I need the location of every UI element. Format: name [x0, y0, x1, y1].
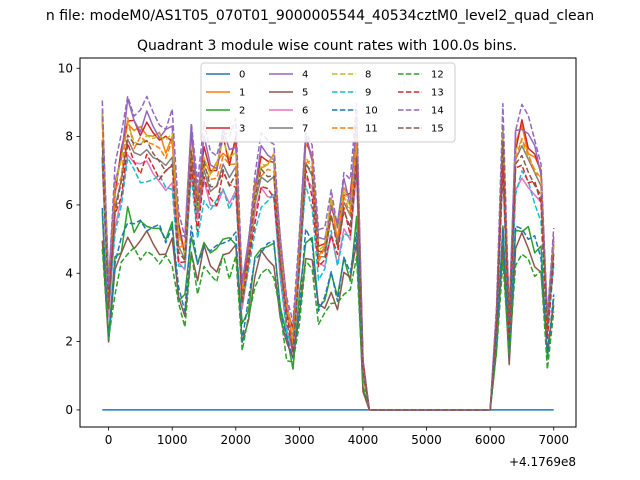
legend-entry-2: 2 [206, 106, 245, 117]
legend-label: 10 [365, 106, 378, 117]
legend-entry-8: 8 [332, 70, 371, 81]
x-tick-label: 5000 [411, 433, 442, 447]
plot-frame [79, 57, 577, 428]
legend-label: 1 [239, 88, 245, 99]
legend-label: 6 [302, 106, 308, 117]
legend-entry-6: 6 [269, 106, 308, 117]
x-tick-label: 7000 [538, 433, 569, 447]
plot-lines [101, 95, 555, 411]
x-tick-label: 0 [105, 433, 113, 447]
legend-label: 7 [302, 124, 308, 135]
series-line-15 [101, 134, 555, 411]
legend-label: 12 [431, 70, 444, 81]
legend-entry-15: 15 [398, 124, 444, 135]
x-tick-label: 2000 [221, 433, 252, 447]
legend-entry-5: 5 [269, 88, 308, 99]
figure-suptitle: n file: modeM0/AS1T05_070T01_9000005544_… [46, 8, 594, 24]
legend-label: 2 [239, 106, 245, 117]
y-tick-label: 6 [65, 198, 73, 212]
series-line-13 [101, 142, 555, 411]
legend-label: 14 [431, 106, 444, 117]
series-line-7 [101, 138, 555, 411]
x-tick-label: 4000 [348, 433, 379, 447]
legend-entry-13: 13 [398, 88, 444, 99]
x-tick-label: 3000 [284, 433, 315, 447]
legend-label: 0 [239, 70, 245, 81]
chart-title: Quadrant 3 module wise count rates with … [137, 38, 517, 54]
y-tick-label: 10 [58, 61, 73, 75]
legend-entry-7: 7 [269, 124, 308, 135]
series-line-5 [101, 230, 555, 411]
legend-label: 9 [365, 88, 371, 99]
x-axis-offset: +4.1769e8 [509, 455, 576, 469]
series-line-11 [101, 117, 555, 411]
legend-entry-0: 0 [206, 70, 245, 81]
legend-label: 4 [302, 70, 308, 81]
legend-label: 13 [431, 88, 444, 99]
y-axis: 0 2 4 6 8 10 [58, 61, 80, 417]
legend-label: 15 [431, 124, 444, 135]
y-tick-label: 0 [65, 403, 73, 417]
x-axis: 0 1000 2000 3000 4000 5000 6000 7000 [105, 427, 569, 447]
legend-entry-10: 10 [332, 106, 378, 117]
y-tick-label: 2 [65, 335, 73, 349]
y-tick-label: 8 [65, 130, 73, 144]
legend-entry-3: 3 [206, 124, 245, 135]
legend-box [200, 62, 456, 143]
y-tick-label: 4 [65, 266, 73, 280]
legend-entry-4: 4 [269, 70, 308, 81]
legend-label: 11 [365, 124, 378, 135]
legend-label: 3 [239, 124, 245, 135]
x-tick-label: 6000 [475, 433, 506, 447]
legend-entry-12: 12 [398, 70, 444, 81]
legend-entry-9: 9 [332, 88, 371, 99]
legend-label: 5 [302, 88, 308, 99]
series-line-1 [101, 108, 555, 411]
legend-entry-14: 14 [398, 106, 444, 117]
x-tick-label: 1000 [157, 433, 188, 447]
legend-entry-1: 1 [206, 88, 245, 99]
legend-label: 8 [365, 70, 371, 81]
series-line-12 [101, 246, 555, 411]
legend-entry-11: 11 [332, 124, 378, 135]
